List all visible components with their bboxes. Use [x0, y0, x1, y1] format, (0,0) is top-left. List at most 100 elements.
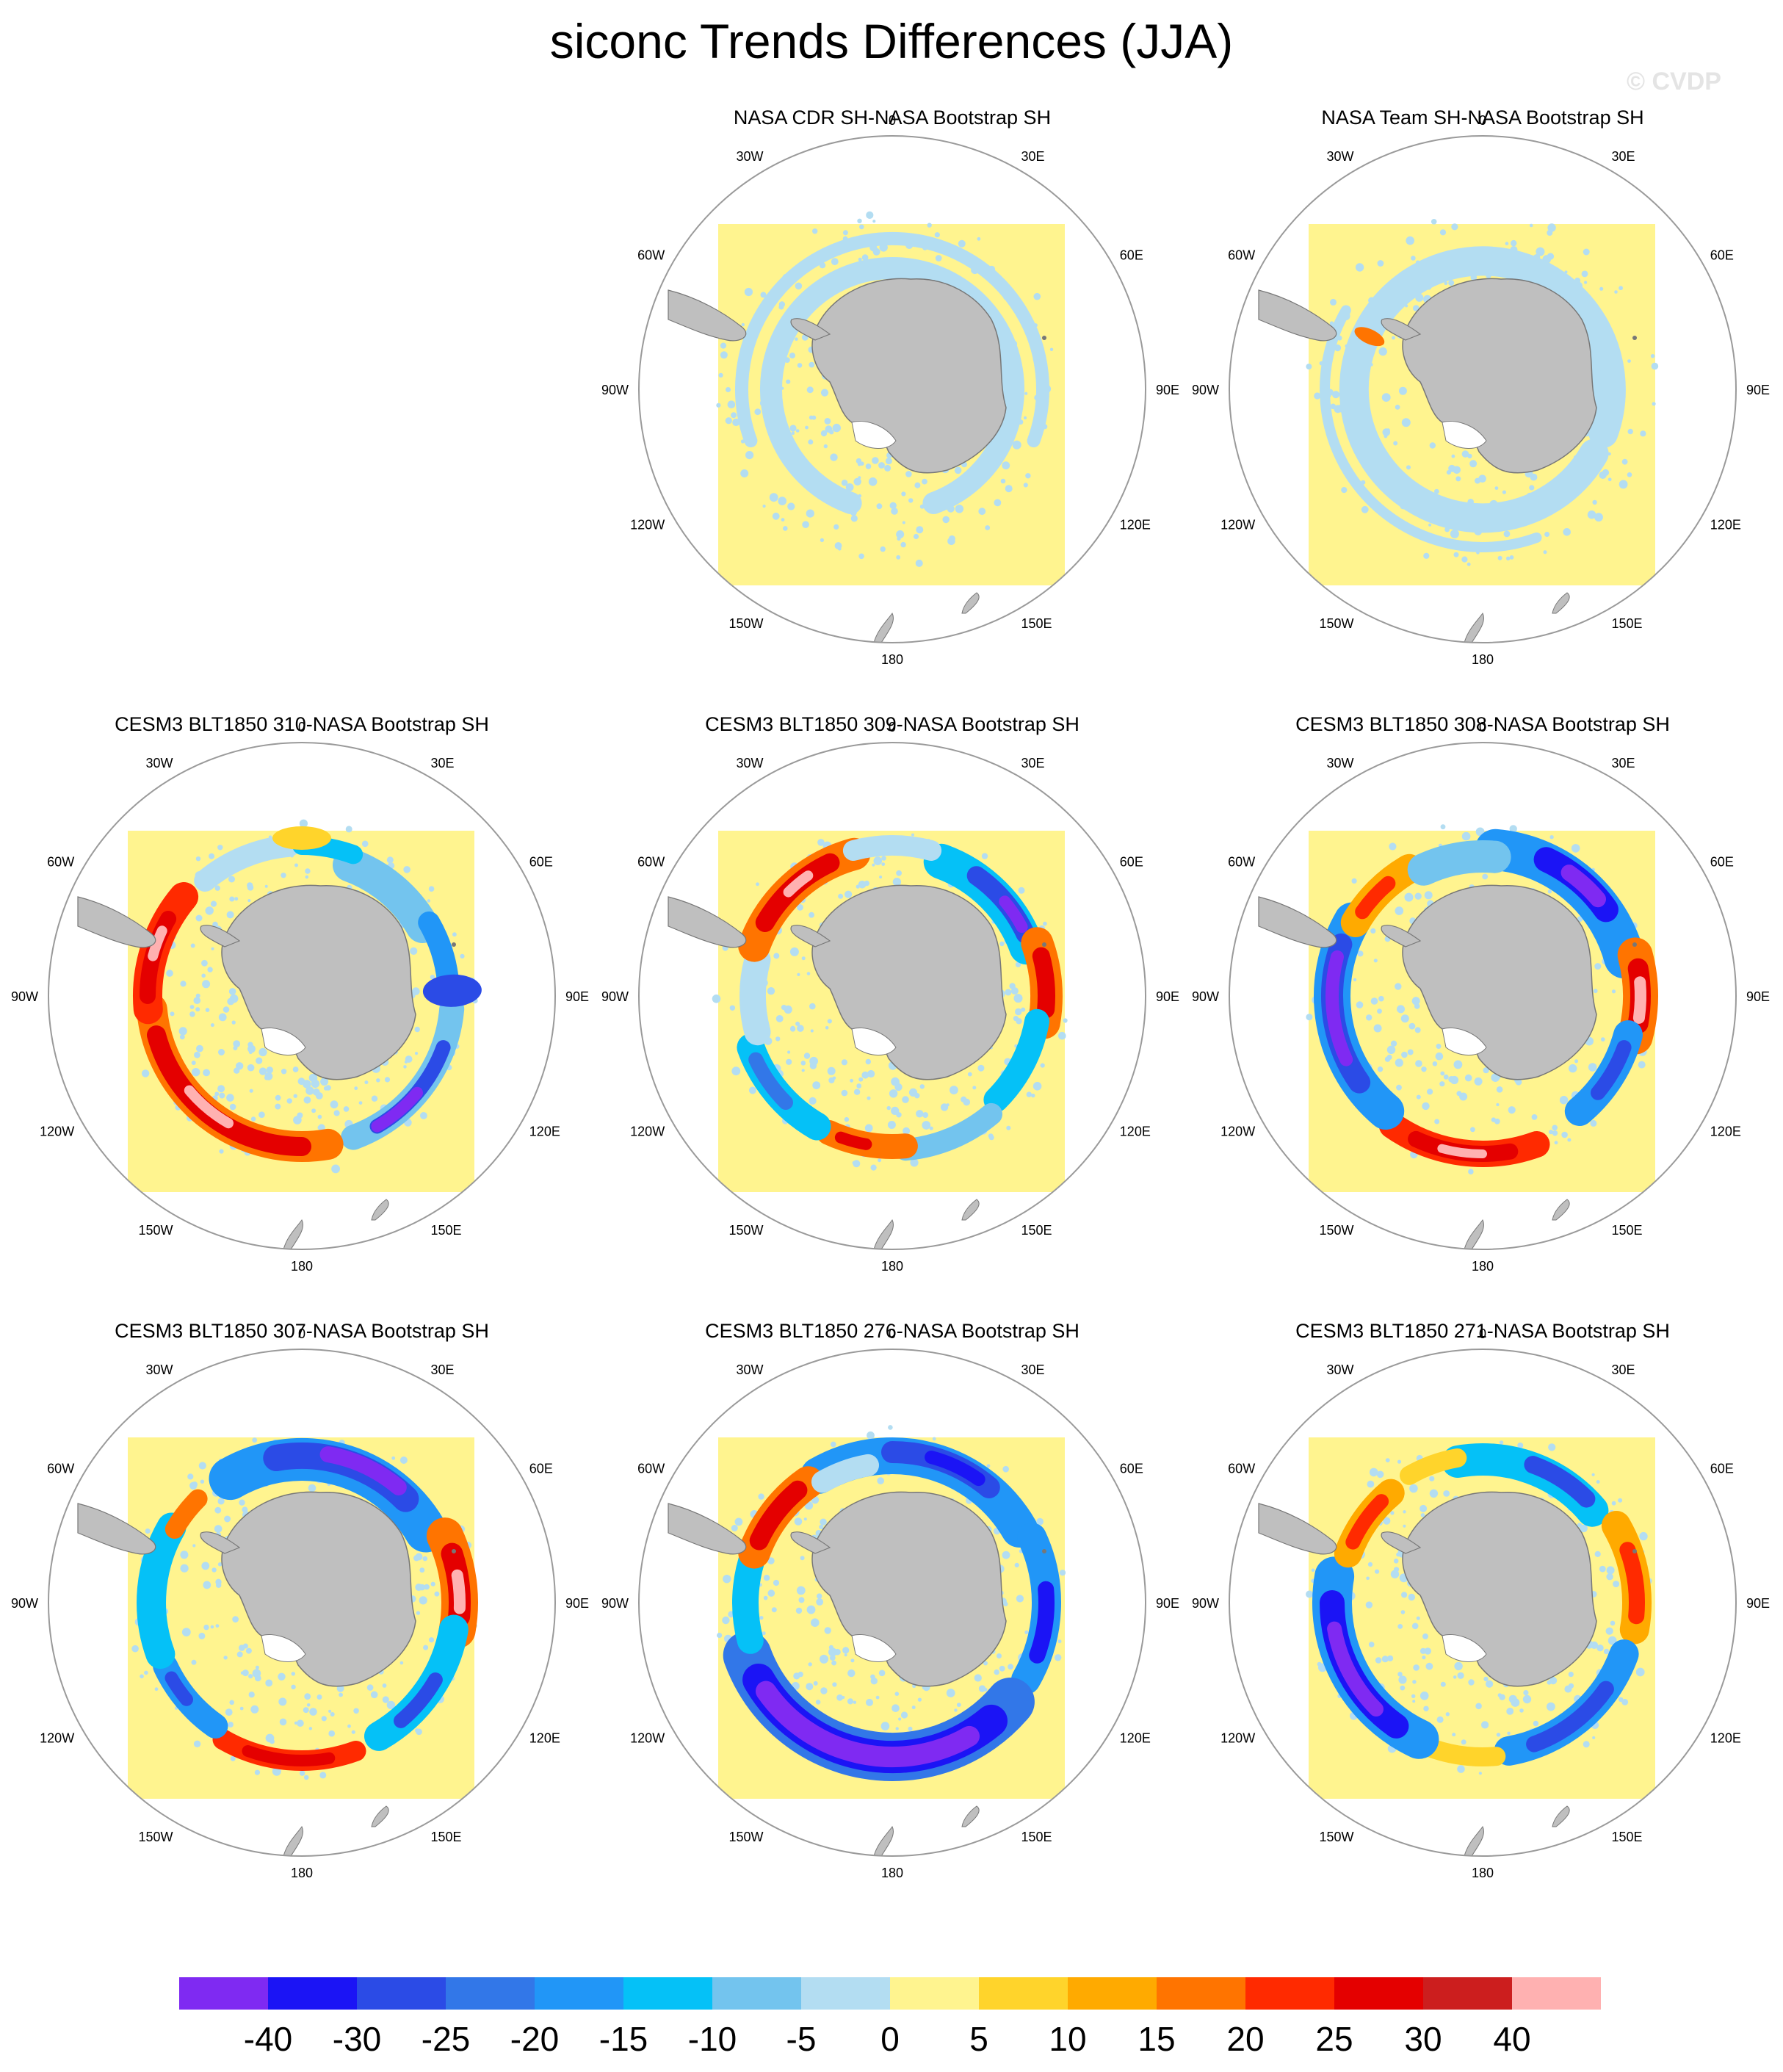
- speckle: [1507, 1731, 1511, 1736]
- speckle: [1387, 1655, 1394, 1661]
- speckle: [911, 833, 914, 837]
- speckle: [875, 1695, 880, 1700]
- speckle: [211, 1567, 217, 1573]
- colorbar-swatch: [1157, 1977, 1245, 2010]
- longitude-label: 60W: [637, 248, 665, 263]
- speckle: [1385, 1458, 1390, 1462]
- speckle: [845, 483, 854, 491]
- new-zealand: [1464, 613, 1484, 643]
- speckle: [1445, 1712, 1450, 1717]
- speckle: [278, 1672, 286, 1681]
- speckle: [809, 1097, 817, 1105]
- speckle: [1618, 1498, 1623, 1503]
- speckle: [331, 1164, 340, 1174]
- colorbar-label: -10: [688, 2020, 737, 2058]
- speckle: [304, 1693, 311, 1700]
- speckle: [1021, 1007, 1026, 1012]
- speckle: [902, 1096, 909, 1103]
- speckle: [856, 458, 862, 464]
- antarctic-peninsula: [1381, 925, 1422, 947]
- speckle: [935, 255, 942, 261]
- speckle: [790, 1025, 795, 1030]
- island: [1387, 1855, 1392, 1856]
- speckle: [778, 301, 785, 308]
- speckle: [1469, 460, 1478, 468]
- speckle: [1547, 230, 1553, 236]
- speckle: [210, 1023, 214, 1028]
- speckle: [861, 1071, 869, 1079]
- longitude-label: 90W: [1192, 383, 1219, 397]
- speckle: [1635, 1667, 1645, 1677]
- speckle: [894, 1692, 900, 1696]
- speckle: [1411, 917, 1415, 921]
- speckle: [1509, 825, 1517, 833]
- speckle: [812, 1081, 821, 1089]
- longitude-label: 90W: [601, 1596, 629, 1611]
- speckle: [1446, 470, 1451, 475]
- speckle: [1411, 1694, 1416, 1698]
- speckle: [1420, 1513, 1425, 1517]
- speckle: [293, 1094, 297, 1098]
- antarctica-landmass: [811, 278, 1007, 474]
- anomaly-band: [1327, 1621, 1384, 1717]
- speckle: [806, 1605, 816, 1614]
- speckle: [824, 1627, 831, 1634]
- speckle: [1014, 1562, 1019, 1567]
- speckle: [414, 1052, 419, 1055]
- speckle: [226, 911, 234, 919]
- speckle: [358, 1101, 363, 1105]
- speckle: [410, 947, 418, 955]
- speckle: [888, 1425, 893, 1430]
- colorbar-swatch: [1068, 1977, 1157, 2010]
- speckle: [1006, 1125, 1011, 1130]
- speckle: [294, 863, 298, 867]
- speckle: [292, 1066, 299, 1072]
- speckle: [815, 1700, 821, 1705]
- speckle: [942, 516, 950, 524]
- speckle: [762, 505, 766, 508]
- speckle: [722, 1616, 730, 1625]
- speckle: [887, 1121, 896, 1129]
- longitude-label: 60W: [47, 1462, 74, 1476]
- speckle: [140, 1674, 144, 1679]
- speckle: [203, 1069, 210, 1077]
- longitude-label: 90W: [601, 383, 629, 397]
- speckle: [419, 1567, 425, 1573]
- speckle: [1013, 1016, 1019, 1022]
- speckle: [328, 1730, 336, 1737]
- speckle: [195, 993, 200, 998]
- speckle: [1552, 1125, 1558, 1131]
- speckle: [934, 232, 940, 238]
- speckle: [809, 415, 814, 420]
- south-america: [668, 289, 747, 342]
- speckle: [1397, 1005, 1405, 1014]
- speckle: [1401, 1592, 1408, 1598]
- speckle: [956, 1703, 961, 1707]
- anomaly-band: [1326, 950, 1353, 1066]
- speckle: [1390, 1511, 1395, 1515]
- speckle: [809, 912, 814, 918]
- longitude-label: 0: [1479, 1326, 1486, 1341]
- map-panel: 0 30E 60E 90E 120E 150E 180 150W 120W 90W 60W 30W N…: [1185, 107, 1780, 709]
- speckle: [1431, 219, 1437, 225]
- speckle: [723, 1575, 731, 1584]
- colorbar-swatch: [712, 1977, 801, 2010]
- colorbar-swatch: [1334, 1977, 1423, 2010]
- speckle: [1453, 1060, 1463, 1069]
- longitude-label: 150E: [431, 1223, 462, 1238]
- speckle: [1402, 1053, 1406, 1057]
- speckle: [1497, 555, 1502, 560]
- speckle: [1606, 1573, 1613, 1581]
- speckle: [718, 372, 723, 378]
- island: [1632, 942, 1637, 947]
- speckle: [805, 425, 809, 430]
- speckle: [1536, 247, 1545, 256]
- longitude-label: 0: [889, 720, 896, 734]
- longitude-label: 180: [291, 1259, 313, 1274]
- speckle: [1306, 1014, 1313, 1021]
- speckle: [1400, 1685, 1406, 1691]
- speckle: [836, 1694, 843, 1701]
- speckle: [239, 1499, 245, 1506]
- anomaly-band: [749, 1480, 808, 1551]
- speckle: [744, 287, 753, 297]
